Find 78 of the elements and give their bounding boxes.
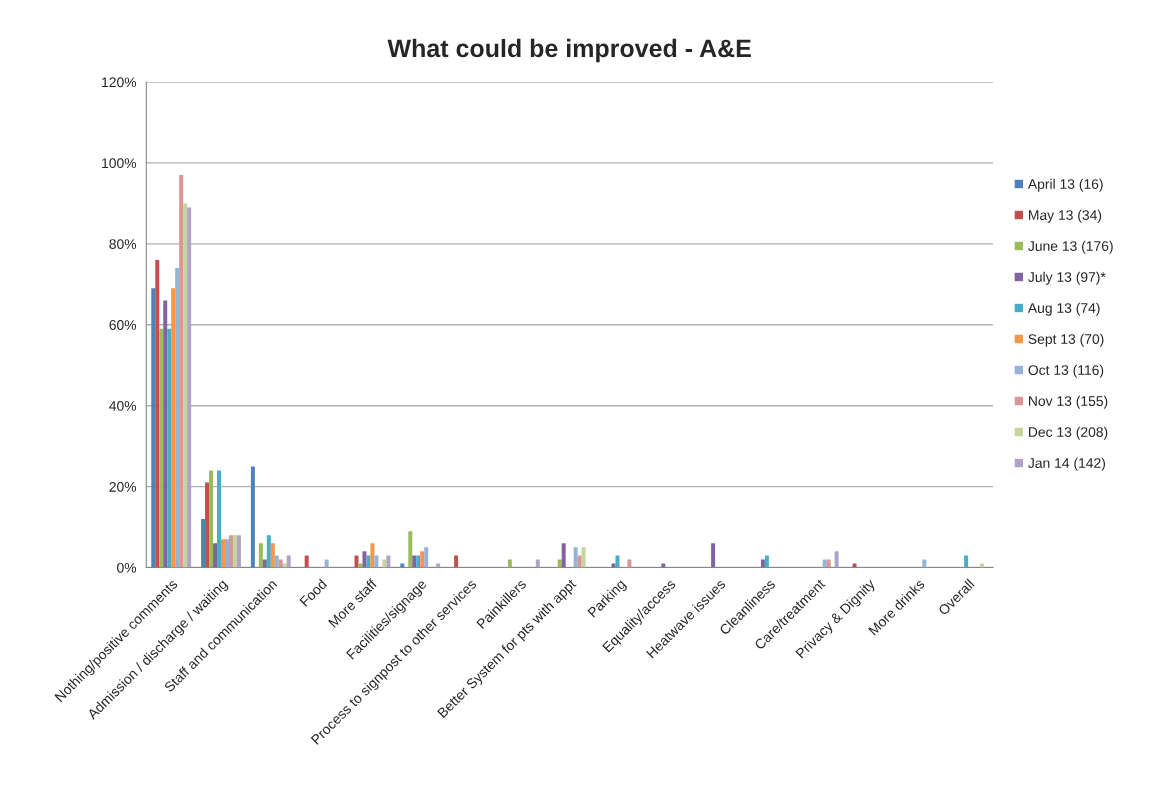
y-tick-label: 100% — [102, 158, 137, 169]
bar — [964, 555, 969, 568]
bar — [382, 559, 387, 568]
bar — [366, 555, 371, 568]
legend-label: Dec 13 (208) — [1029, 426, 1108, 440]
legend-label: April 13 (16) — [1027, 178, 1103, 192]
bar — [258, 543, 263, 568]
legend-label: May 13 (34) — [1029, 209, 1102, 223]
y-tick-label: 60% — [109, 320, 137, 330]
bar — [535, 559, 540, 568]
bar — [412, 555, 417, 568]
bar — [760, 559, 765, 568]
bar — [507, 559, 512, 568]
bar — [354, 555, 359, 568]
bar — [163, 300, 168, 568]
chart-title: What could be improved - A&E — [387, 38, 751, 63]
bar — [370, 543, 375, 568]
bar — [711, 543, 716, 568]
bar — [424, 547, 429, 568]
bar — [228, 535, 233, 568]
bar — [278, 559, 283, 568]
bar — [822, 559, 827, 568]
bar — [167, 328, 172, 568]
bar — [627, 559, 632, 568]
bar — [362, 551, 367, 568]
bar — [250, 466, 255, 568]
bar — [209, 470, 214, 568]
y-tick-label: 0% — [117, 562, 137, 573]
legend-label: Aug 13 (74) — [1027, 302, 1100, 316]
bar — [615, 555, 620, 568]
bar — [324, 559, 329, 568]
legend-label: Nov 13 (155) — [1029, 395, 1108, 409]
y-tick-label: 20% — [109, 481, 137, 492]
bar — [187, 207, 192, 568]
bar — [155, 260, 160, 568]
legend-label: Oct 13 (116) — [1028, 364, 1104, 378]
bar — [236, 535, 241, 568]
bar — [374, 555, 379, 568]
bar — [232, 535, 237, 568]
bar — [416, 555, 421, 568]
bar — [581, 547, 586, 568]
bar — [408, 531, 413, 568]
bar — [171, 288, 176, 568]
bar — [266, 535, 271, 568]
legend-label: Sept 13 (70) — [1028, 333, 1104, 347]
bar — [420, 551, 425, 568]
bar — [577, 555, 582, 568]
bar — [175, 268, 180, 568]
bar — [262, 559, 267, 568]
y-tick-label: 40% — [109, 401, 137, 411]
bar — [286, 555, 291, 568]
bar — [922, 559, 927, 568]
bar — [205, 482, 210, 568]
bar — [225, 539, 229, 568]
legend-label: June 13 (176) — [1028, 240, 1113, 254]
bar — [217, 470, 222, 568]
bar — [159, 328, 164, 568]
legend-label: Jan 14 (142) — [1028, 457, 1105, 471]
bar — [304, 555, 309, 568]
bar — [179, 175, 184, 568]
bar — [834, 551, 839, 568]
bar — [826, 559, 831, 568]
bar — [213, 543, 218, 568]
y-tick-label: 80% — [109, 239, 137, 250]
bar — [386, 555, 391, 568]
bar — [454, 555, 459, 568]
bar — [221, 539, 225, 568]
bar — [270, 543, 275, 568]
bar — [183, 203, 188, 568]
bar — [151, 288, 156, 568]
legend-label: July 13 (97)* — [1028, 271, 1106, 285]
bar — [274, 555, 279, 568]
bar — [561, 543, 566, 568]
bar — [201, 518, 206, 568]
bar — [764, 555, 769, 568]
y-tick-label: 120% — [102, 77, 137, 88]
bar — [557, 559, 562, 568]
bar — [573, 547, 578, 568]
